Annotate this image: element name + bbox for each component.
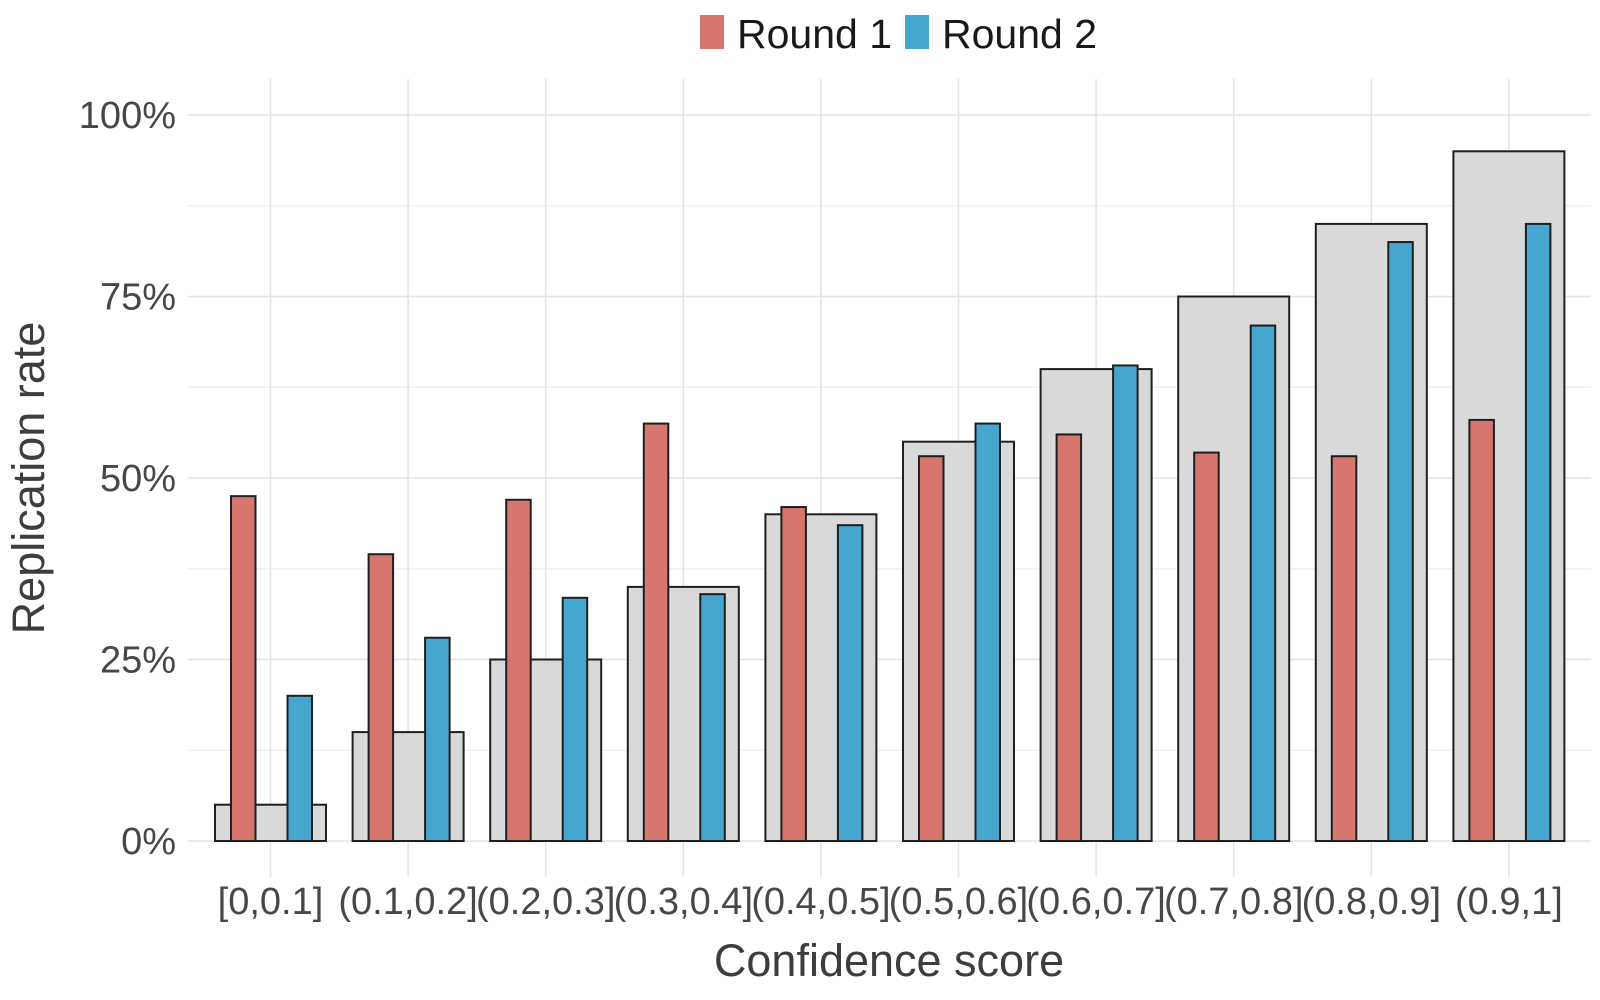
x-tick-label: (0.7,0.8] [1164,881,1303,923]
x-tick-label: (0.4,0.5] [751,881,890,923]
legend-key-round2-swatch [905,15,929,49]
bar-round2-4 [836,524,864,842]
x-tick-label: [0,0.1] [218,881,324,923]
bar-round1-8 [1330,455,1358,842]
y-tick-label: 100% [79,95,176,137]
bar-round1-2 [505,498,532,842]
bar-round1-9 [1468,418,1495,842]
x-axis-tick-labels: [0,0.1] (0.1,0.2](0.2,0.3](0.3,0.4](0.4,0… [218,881,1563,923]
x-tick-label: (0.3,0.4] [614,881,753,923]
bar-round1-1 [367,553,395,842]
x-tick-label: (0.5,0.6] [889,881,1028,923]
bar-round1-4 [780,506,807,842]
bar-round2-0 [286,694,313,842]
bar-round2-6 [1112,364,1139,842]
x-tick-label: (0.6,0.7] [1026,881,1165,923]
bar-round1-7 [1193,451,1220,842]
x-tick-label: (0.1,0.2] [338,881,477,923]
bars [214,150,1566,843]
y-tick-label: 0% [121,821,176,863]
bar-round1-6 [1055,433,1083,842]
y-axis-tick-labels: 0% 25% 50% 75% 100% [79,95,176,863]
x-tick-label: (0.2,0.3] [476,881,615,923]
y-axis-title: Replication rate [3,322,54,635]
bar-round1-5 [918,455,945,842]
bar-round2-2 [561,596,589,842]
legend: Round 1 Round 2 [700,11,1097,57]
y-tick-label: 25% [100,640,176,682]
legend-key-round1-swatch [700,15,724,49]
bar-round2-7 [1249,324,1277,843]
x-tick-label: (0.8,0.9] [1302,881,1441,923]
y-tick-label: 75% [100,277,176,319]
y-tick-label: 50% [100,458,176,500]
bar-round1-3 [642,422,670,842]
x-axis-title: Confidence score [714,935,1064,986]
x-tick-label: (0.9,1] [1455,881,1563,923]
bar-round2-3 [699,593,726,842]
legend-label-round2: Round 2 [942,11,1097,57]
bar-round2-8 [1387,241,1414,843]
bar-round2-9 [1524,222,1552,842]
bar-round2-1 [424,636,451,842]
bar-round1-0 [230,495,257,842]
bar-round2-5 [974,422,1001,842]
legend-label-round1: Round 1 [737,11,892,57]
